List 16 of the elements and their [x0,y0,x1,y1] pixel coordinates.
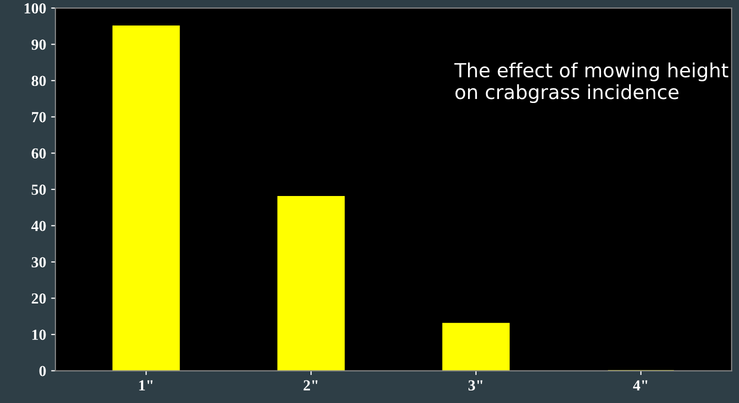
y-tick-label: 20 [32,293,46,304]
x-tick-label: 1" [139,380,153,390]
y-tick-label: 70 [32,112,46,122]
x-tick-label: 2" [304,380,318,390]
y-tick-label: 50 [32,184,46,195]
y-tick-label: 30 [32,257,46,268]
x-tick-label: 3" [468,380,482,391]
y-tick-label: 60 [32,148,46,159]
x-tick-label: 4" [633,380,648,390]
y-tick-label: 0 [39,366,46,376]
y-tick-label: 100 [24,3,46,14]
text: The effect of mowing height on crabgrass incidence [454,62,728,104]
y-tick-label: 40 [31,220,46,232]
y-tick-label: 10 [32,330,46,340]
y-tick-label: 80 [32,76,46,86]
y-tick-label: 90 [32,39,46,50]
